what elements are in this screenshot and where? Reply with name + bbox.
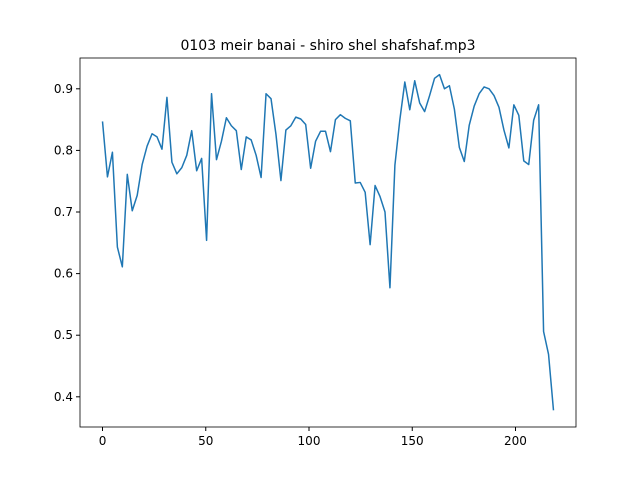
x-tick-label: 50 bbox=[198, 434, 213, 448]
plot-frame bbox=[79, 57, 577, 428]
x-tick-label: 150 bbox=[401, 434, 424, 448]
y-tick-label: 0.9 bbox=[54, 82, 73, 96]
y-tick-label: 0.4 bbox=[54, 390, 73, 404]
y-tick-label: 0.8 bbox=[54, 143, 73, 157]
x-tick-label: 100 bbox=[298, 434, 321, 448]
chart-title: 0103 meir banai - shiro shel shafshaf.mp… bbox=[180, 38, 475, 54]
y-tick-label: 0.7 bbox=[54, 205, 73, 219]
x-tick-label: 200 bbox=[504, 434, 527, 448]
y-tick-label: 0.6 bbox=[54, 267, 73, 281]
line bbox=[101, 73, 555, 411]
y-tick-label: 0.5 bbox=[54, 328, 73, 342]
x-tick-label: 0 bbox=[99, 434, 107, 448]
